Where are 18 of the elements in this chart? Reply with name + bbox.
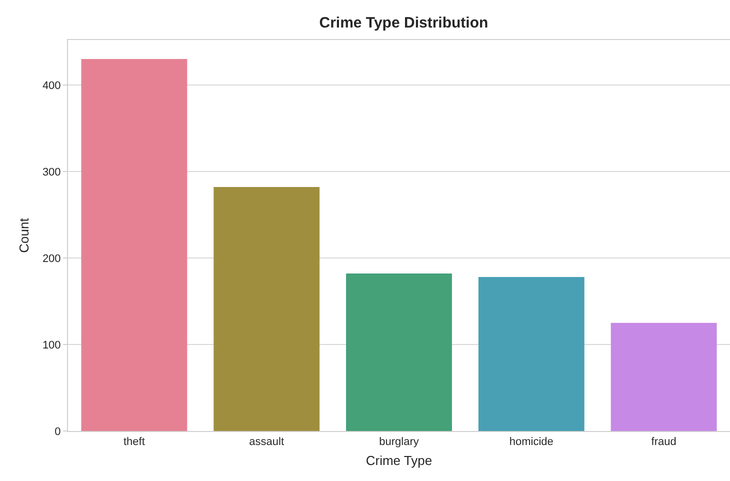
bar: [214, 187, 320, 431]
x-tick-label: theft: [123, 436, 145, 448]
bar: [81, 59, 188, 431]
y-axis-title: Count: [16, 218, 32, 253]
y-tick-label: 300: [42, 166, 61, 178]
x-tick-label: fraud: [651, 436, 676, 448]
x-axis-title: Crime Type: [366, 452, 432, 468]
bar: [610, 322, 717, 431]
y-tick-label: 100: [42, 339, 61, 352]
x-tick-label: assault: [249, 436, 284, 448]
y-tick-label: 400: [42, 80, 61, 92]
y-tick-label: 200: [42, 252, 61, 265]
bar: [478, 277, 584, 431]
y-tick-label: 0: [54, 426, 61, 438]
x-tick-label: burglary: [379, 436, 420, 448]
chart-title: Crime Type Distribution: [319, 14, 488, 32]
bar: [346, 274, 452, 431]
x-tick-label: homicide: [509, 436, 554, 448]
